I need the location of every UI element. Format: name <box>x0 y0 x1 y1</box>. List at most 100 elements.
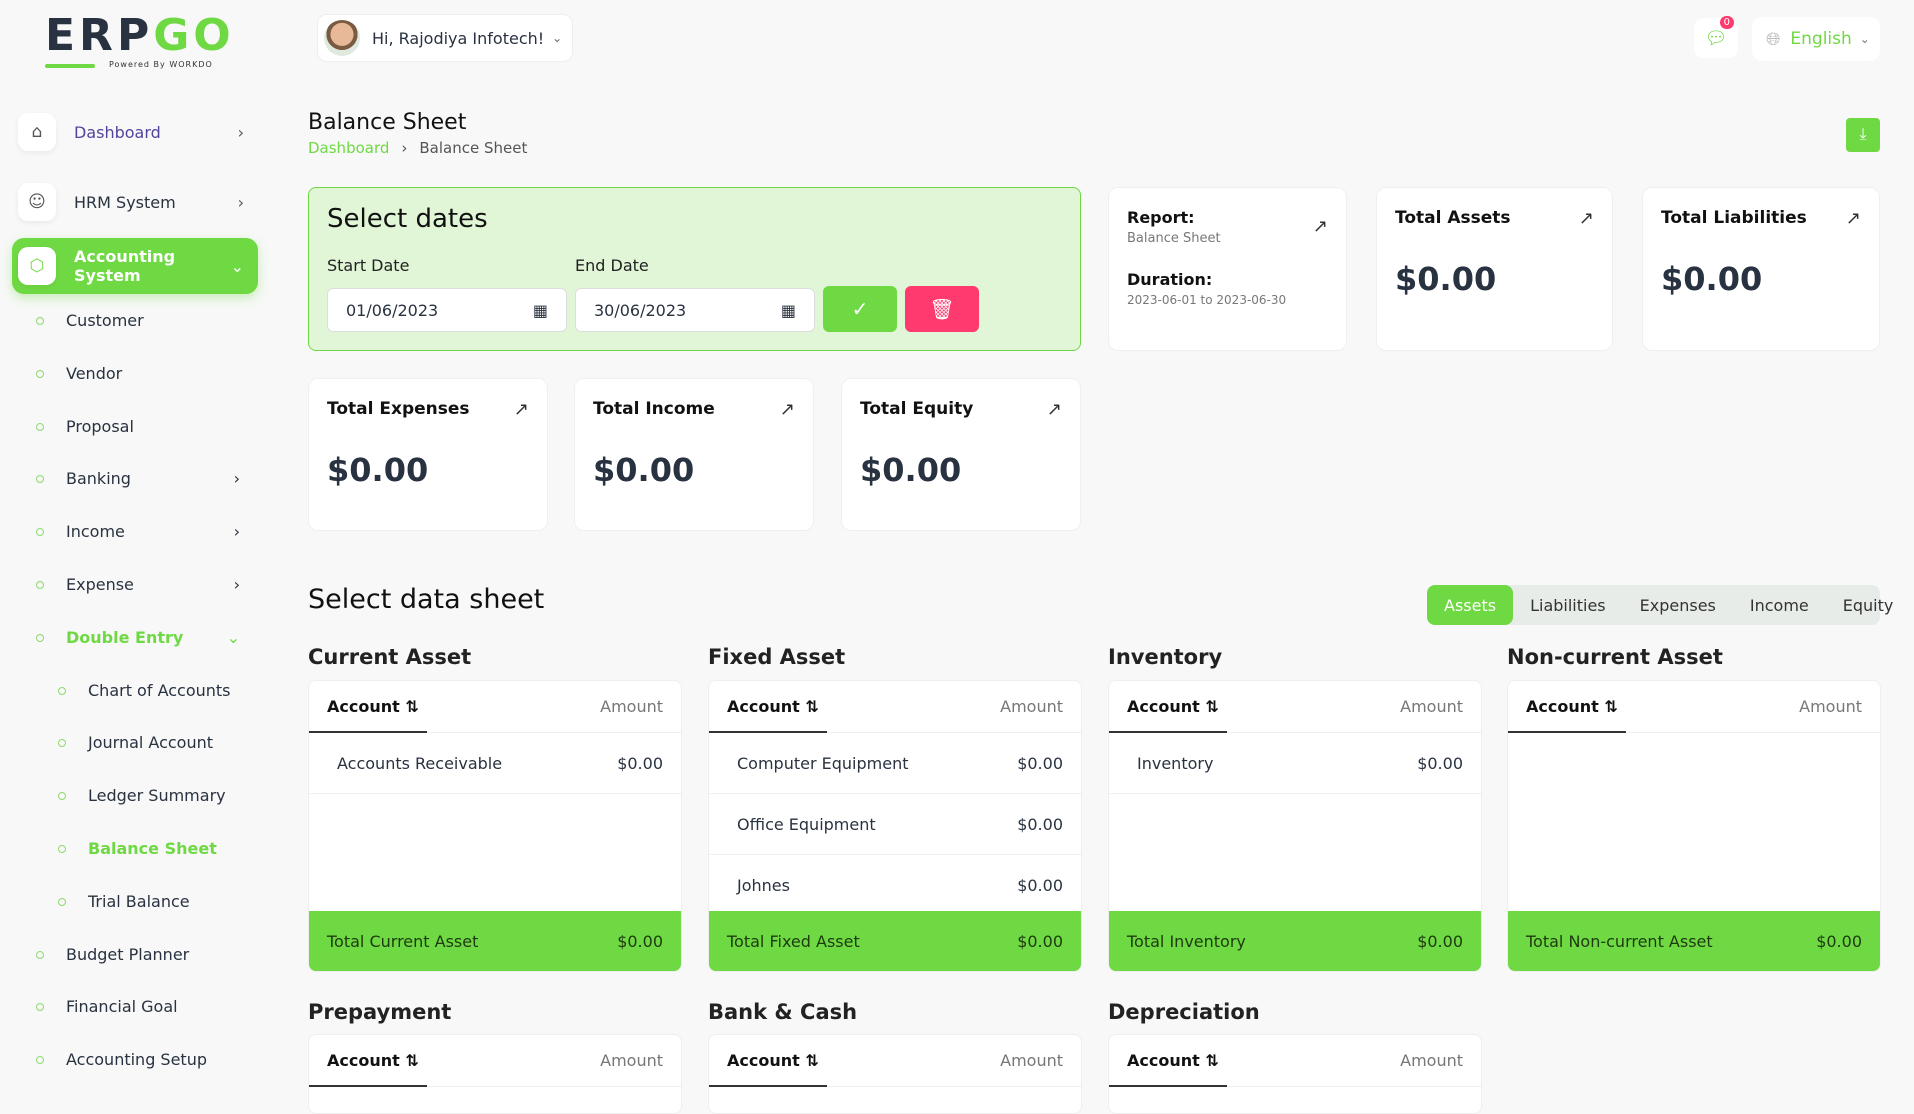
account-column-header[interactable]: Account ⇅ <box>327 697 419 716</box>
sidebar-item-accounting-setup[interactable]: Accounting Setup <box>36 1050 240 1069</box>
notification-badge: 0 <box>1719 16 1734 29</box>
account-column-header[interactable]: Account ⇅ <box>1127 697 1219 716</box>
notification-button[interactable]: 💬︎ 0 <box>1694 16 1738 58</box>
arrow-up-right-icon[interactable]: ↗ <box>1578 208 1594 229</box>
amount-column-header: Amount <box>600 1051 663 1070</box>
end-date-label: End Date <box>575 256 649 275</box>
card-value: $0.00 <box>860 451 962 489</box>
amount-column-header: Amount <box>1000 697 1063 716</box>
duration-label: Duration: <box>1127 270 1213 289</box>
sidebar-label: Banking <box>66 469 131 488</box>
account-name: Office Equipment <box>737 814 876 834</box>
header-underline <box>1109 731 1227 733</box>
account-table: Account ⇅ Amount Computer Equipment $0.00 Of… <box>708 680 1082 972</box>
report-value: Balance Sheet <box>1127 231 1221 246</box>
sidebar-item-proposal[interactable]: Proposal <box>36 417 240 436</box>
sidebar-item-financial-goal[interactable]: Financial Goal <box>36 997 240 1016</box>
sidebar-item-accounting[interactable]: ⬡ Accounting System ⌄ <box>12 238 258 294</box>
tab-income[interactable]: Income <box>1749 595 1809 615</box>
end-date-value: 30/06/2023 <box>594 300 687 320</box>
sidebar-item-banking[interactable]: Banking › <box>36 469 240 488</box>
bullet-icon <box>36 1002 44 1011</box>
apply-button[interactable]: ✓ <box>823 286 897 332</box>
sidebar-label: Accounting Setup <box>66 1050 207 1069</box>
logo-text: ERPGO <box>45 10 235 61</box>
total-amount: $0.00 <box>1816 931 1862 951</box>
bullet-icon <box>36 316 44 325</box>
arrow-up-right-icon[interactable]: ↗ <box>1312 216 1328 237</box>
amount-column-header: Amount <box>600 697 663 716</box>
calendar-icon: ▦ <box>532 300 548 320</box>
account-column-header[interactable]: Account ⇅ <box>1127 1051 1219 1070</box>
sidebar-label: Chart of Accounts <box>88 681 231 700</box>
account-column-header[interactable]: Account ⇅ <box>327 1051 419 1070</box>
total-label: Total Non-current Asset <box>1526 931 1713 951</box>
breadcrumb-dashboard[interactable]: Dashboard <box>308 139 390 157</box>
tab-liabilities[interactable]: Liabilities <box>1530 595 1606 615</box>
select-dates-panel: Select dates Start Date End Date 01/06/2… <box>308 187 1081 351</box>
sidebar-label: Expense <box>66 575 134 594</box>
arrow-up-right-icon[interactable]: ↗ <box>513 399 529 420</box>
account-amount: $0.00 <box>1017 753 1063 773</box>
delete-button[interactable]: 🗑︎ <box>905 286 979 332</box>
account-column-header[interactable]: Account ⇅ <box>727 697 819 716</box>
sidebar-label: Dashboard <box>74 122 161 142</box>
sidebar-item-trial-balance[interactable]: Trial Balance <box>58 892 240 911</box>
account-amount: $0.00 <box>1417 753 1463 773</box>
bullet-icon <box>58 791 66 800</box>
bullet-icon <box>36 474 44 483</box>
header-underline <box>1508 731 1626 733</box>
start-date-input[interactable]: 01/06/2023 ▦ <box>327 288 567 332</box>
account-name: Inventory <box>1137 753 1214 773</box>
bullet-icon <box>36 950 44 959</box>
bullet-icon <box>58 738 66 747</box>
sidebar-item-chart-of-accounts[interactable]: Chart of Accounts <box>58 681 240 700</box>
sidebar-item-expense[interactable]: Expense › <box>36 575 240 594</box>
sidebar-item-journal-account[interactable]: Journal Account <box>58 733 240 752</box>
header-underline <box>709 731 827 733</box>
user-menu[interactable]: Hi, Rajodiya Infotech! ⌄ <box>317 14 574 62</box>
total-label: Total Inventory <box>1127 931 1246 951</box>
amount-column-header: Amount <box>1400 697 1463 716</box>
tab-equity[interactable]: Equity <box>1842 595 1894 615</box>
end-date-input[interactable]: 30/06/2023 ▦ <box>575 288 815 332</box>
breadcrumb-separator-icon: › <box>401 139 408 157</box>
chevron-right-icon: › <box>237 122 244 142</box>
header-underline <box>309 731 427 733</box>
sidebar-item-hrm[interactable]: ☺ HRM System › <box>18 174 258 230</box>
sidebar-item-double-entry[interactable]: Double Entry ⌄ <box>36 628 240 647</box>
sidebar-item-budget-planner[interactable]: Budget Planner <box>36 945 240 964</box>
sidebar-item-customer[interactable]: Customer <box>36 311 240 330</box>
sidebar-item-dashboard[interactable]: ⌂ Dashboard › <box>18 104 258 160</box>
sidebar-item-income[interactable]: Income › <box>36 522 240 541</box>
chat-icon: 💬︎ <box>1704 27 1728 49</box>
logo[interactable]: ERPGO Powered By WORKDO <box>45 10 235 74</box>
globe-icon: 🌐︎ <box>1766 28 1781 50</box>
table-row: Office Equipment $0.00 <box>709 794 1081 855</box>
table-title: Bank & Cash <box>708 1000 858 1024</box>
bullet-icon <box>58 686 66 695</box>
sidebar-label: Journal Account <box>88 733 214 752</box>
sidebar-item-vendor[interactable]: Vendor <box>36 364 240 383</box>
sidebar-item-balance-sheet[interactable]: Balance Sheet <box>58 839 240 858</box>
language-selector[interactable]: 🌐︎ English ⌄ <box>1752 17 1880 61</box>
tab-expenses[interactable]: Expenses <box>1639 595 1716 615</box>
sidebar-label: Vendor <box>66 364 123 383</box>
total-income-card: Total Income ↗ $0.00 <box>574 378 814 531</box>
sidebar-item-ledger-summary[interactable]: Ledger Summary <box>58 786 240 805</box>
account-column-header[interactable]: Account ⇅ <box>727 1051 819 1070</box>
tab-assets[interactable]: Assets <box>1427 585 1514 625</box>
account-table: Account ⇅ Amount Accounts Receivable $0.00 T… <box>308 680 682 972</box>
header-underline <box>309 1085 427 1087</box>
arrow-up-right-icon[interactable]: ↗ <box>779 399 795 420</box>
sidebar-label: Accounting System <box>74 247 176 285</box>
bullet-icon <box>36 1055 44 1064</box>
download-icon: ⤓ <box>1859 126 1867 143</box>
download-button[interactable]: ⤓ <box>1846 118 1880 152</box>
arrow-up-right-icon[interactable]: ↗ <box>1046 399 1062 420</box>
amount-column-header: Amount <box>1799 697 1862 716</box>
table-total-row: Total Fixed Asset $0.00 <box>709 911 1081 971</box>
account-column-header[interactable]: Account ⇅ <box>1526 697 1618 716</box>
user-icon: ☺ <box>18 183 56 221</box>
arrow-up-right-icon[interactable]: ↗ <box>1845 208 1861 229</box>
